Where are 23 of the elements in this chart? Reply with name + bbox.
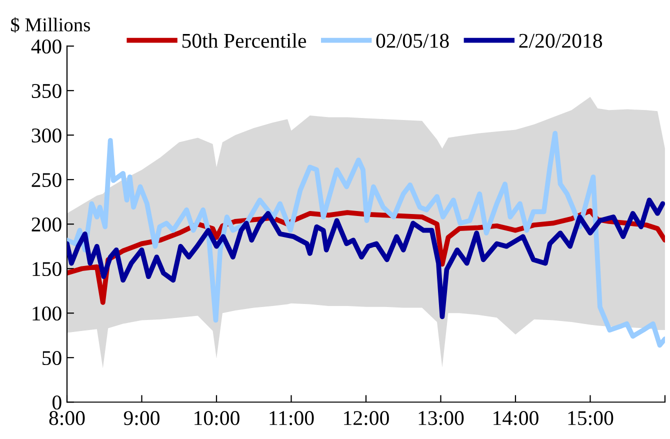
y-tick-label: 0 (52, 396, 62, 410)
x-tick-label: 15:00 (568, 411, 614, 426)
y-tick-label: 250 (32, 172, 62, 188)
legend-label: 2/20/2018 (519, 34, 602, 48)
legend-label: 50th Percentile (182, 33, 306, 48)
x-tick-label: 9:00 (124, 411, 160, 426)
x-tick-label: 10:00 (194, 411, 240, 426)
x-tick-label: 14:00 (494, 411, 538, 426)
y-axis-title: $ Millions (11, 17, 90, 33)
x-tick-label: 12:00 (344, 411, 389, 426)
legend-label: 02/05/18 (376, 34, 449, 48)
y-tick-label: 200 (32, 217, 62, 232)
y-tick-label: 150 (32, 262, 62, 276)
y-tick-label: 400 (31, 39, 62, 54)
y-tick-label: 100 (32, 306, 62, 321)
x-tick-label: 8:00 (49, 411, 85, 426)
y-tick-label: 350 (32, 84, 62, 98)
x-tick-label: 13:00 (418, 411, 464, 426)
line-series (67, 198, 665, 320)
y-tick-label: 50 (42, 350, 62, 366)
y-tick-label: 300 (32, 128, 62, 143)
x-tick-label: 11:00 (270, 411, 314, 426)
line-series (67, 130, 665, 348)
